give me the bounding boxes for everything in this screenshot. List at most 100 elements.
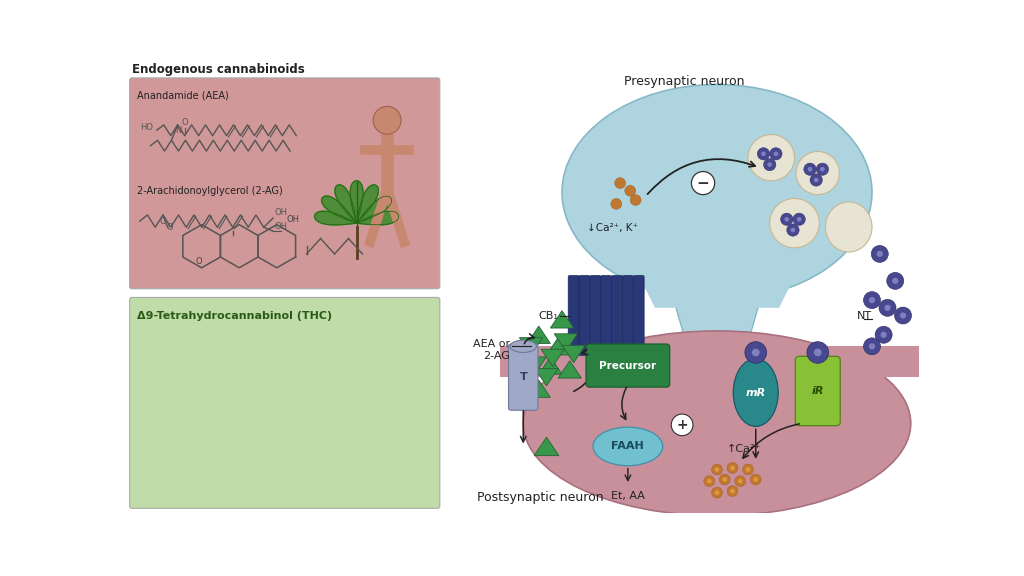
Ellipse shape (733, 359, 778, 426)
Circle shape (625, 185, 636, 196)
Circle shape (797, 217, 802, 222)
Text: Postsynaptic neuron: Postsynaptic neuron (477, 491, 603, 504)
Text: Presynaptic neuron: Presynaptic neuron (624, 75, 744, 88)
Circle shape (773, 151, 778, 156)
Circle shape (754, 478, 758, 482)
Circle shape (793, 213, 805, 225)
Text: O: O (181, 118, 188, 127)
Polygon shape (562, 346, 586, 363)
Text: OH: OH (274, 208, 288, 217)
Circle shape (807, 342, 828, 363)
Polygon shape (547, 338, 569, 355)
Polygon shape (314, 211, 356, 225)
Circle shape (715, 490, 719, 495)
Polygon shape (523, 357, 547, 374)
Circle shape (748, 135, 795, 181)
Text: O: O (160, 217, 167, 226)
Circle shape (869, 343, 876, 350)
Circle shape (791, 228, 796, 232)
Ellipse shape (825, 202, 872, 252)
Circle shape (780, 213, 793, 225)
Text: Endogenous cannabinoids: Endogenous cannabinoids (132, 63, 305, 77)
Circle shape (796, 151, 840, 195)
Circle shape (691, 172, 715, 195)
Circle shape (712, 464, 722, 475)
Ellipse shape (593, 427, 663, 465)
FancyBboxPatch shape (796, 357, 841, 426)
Circle shape (735, 476, 745, 487)
Polygon shape (550, 310, 573, 328)
Circle shape (869, 297, 876, 303)
Text: ↑Ca²⁺: ↑Ca²⁺ (727, 444, 761, 454)
Circle shape (373, 107, 401, 134)
Circle shape (764, 158, 776, 170)
Circle shape (719, 474, 730, 485)
Text: mR: mR (745, 388, 766, 397)
Text: 2-Arachidonoylglycerol (2-AG): 2-Arachidonoylglycerol (2-AG) (136, 187, 283, 196)
Polygon shape (535, 369, 558, 386)
FancyBboxPatch shape (590, 275, 601, 355)
Text: OH: OH (274, 222, 288, 231)
FancyBboxPatch shape (601, 275, 611, 355)
Circle shape (611, 199, 622, 209)
Circle shape (707, 479, 712, 483)
Circle shape (614, 177, 626, 188)
Text: +: + (676, 418, 688, 432)
Circle shape (730, 465, 735, 470)
Circle shape (744, 342, 767, 363)
FancyBboxPatch shape (586, 344, 670, 387)
Circle shape (770, 199, 819, 248)
Polygon shape (356, 196, 391, 223)
Circle shape (722, 478, 727, 482)
Text: Anandamide (AEA): Anandamide (AEA) (136, 91, 228, 101)
Text: FAAH: FAAH (611, 441, 644, 452)
Polygon shape (322, 196, 356, 223)
Text: Δ9-Tetrahydrocannabinol (THC): Δ9-Tetrahydrocannabinol (THC) (136, 310, 332, 320)
FancyBboxPatch shape (623, 275, 633, 355)
Circle shape (820, 167, 824, 172)
Text: Precursor: Precursor (599, 361, 656, 370)
Circle shape (712, 487, 722, 498)
FancyBboxPatch shape (509, 344, 538, 410)
Circle shape (879, 300, 896, 316)
Polygon shape (554, 334, 578, 351)
Circle shape (752, 348, 760, 357)
Circle shape (730, 489, 735, 494)
Circle shape (672, 414, 693, 435)
Polygon shape (356, 185, 378, 223)
Text: iR: iR (811, 386, 824, 396)
FancyBboxPatch shape (611, 275, 623, 355)
FancyBboxPatch shape (579, 275, 590, 355)
Circle shape (900, 312, 906, 319)
Polygon shape (535, 437, 559, 456)
Circle shape (742, 464, 754, 475)
Polygon shape (640, 277, 795, 308)
Circle shape (784, 217, 790, 222)
Polygon shape (335, 185, 356, 223)
FancyBboxPatch shape (633, 275, 644, 355)
Circle shape (871, 245, 888, 263)
Circle shape (881, 332, 887, 338)
Circle shape (863, 291, 881, 309)
Polygon shape (527, 380, 550, 397)
Text: ↓Ca²⁺, K⁺: ↓Ca²⁺, K⁺ (587, 223, 638, 233)
Circle shape (887, 272, 904, 289)
Ellipse shape (562, 85, 872, 300)
Circle shape (814, 177, 818, 183)
Circle shape (703, 476, 715, 487)
Circle shape (761, 151, 766, 156)
Circle shape (892, 278, 898, 284)
Circle shape (804, 163, 816, 175)
Text: O: O (167, 223, 173, 232)
Circle shape (715, 467, 719, 472)
Circle shape (885, 305, 891, 311)
Text: T: T (519, 372, 527, 382)
Text: O: O (196, 257, 202, 266)
Circle shape (630, 195, 641, 206)
Circle shape (814, 348, 821, 357)
Polygon shape (356, 211, 398, 225)
Polygon shape (671, 289, 764, 343)
Circle shape (727, 486, 738, 497)
FancyBboxPatch shape (130, 297, 440, 508)
Polygon shape (541, 349, 564, 366)
